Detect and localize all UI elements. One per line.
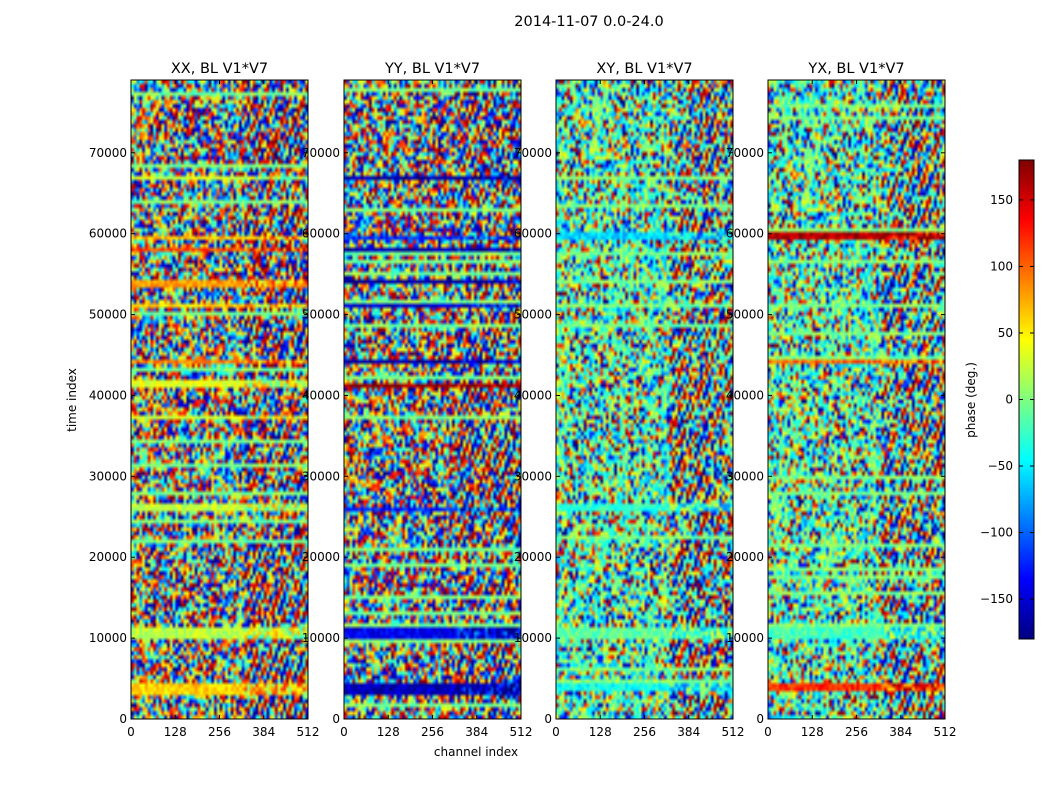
x-tick-label: 0 (764, 725, 772, 739)
colorbar-tick-label: 50 (998, 326, 1013, 340)
x-tick-label: 384 (465, 725, 488, 739)
y-tick-label: 0 (332, 712, 340, 726)
y-tick-label: 10000 (514, 631, 552, 645)
panel-1: XX, BL V1*V7 0 128 256 384 512 0 10000 20000 3000… (89, 61, 320, 739)
x-tick-label: 384 (677, 725, 700, 739)
x-tick-label: 512 (510, 725, 533, 739)
panel-heatmap-1 (131, 80, 308, 719)
y-tick-label: 0 (544, 712, 552, 726)
y-tick-label: 20000 (726, 550, 764, 564)
x-tick-label: 512 (722, 725, 745, 739)
y-tick-label: 70000 (302, 146, 340, 160)
y-tick-label: 40000 (302, 388, 340, 402)
panel-title: XX, BL V1*V7 (171, 61, 268, 77)
x-tick-label: 512 (297, 725, 320, 739)
x-tick-label: 0 (552, 725, 560, 739)
y-tick-label: 40000 (726, 388, 764, 402)
colorbar-tick-label: −50 (988, 459, 1013, 473)
panel-2: YY, BL V1*V7 0 128 256 384 512 0 10000 20000 3000… (302, 61, 533, 739)
y-tick-label: 20000 (302, 550, 340, 564)
y-tick-label: 70000 (514, 146, 552, 160)
y-tick-label: 30000 (89, 469, 127, 483)
y-tick-label: 10000 (89, 631, 127, 645)
y-tick-label: 0 (119, 712, 127, 726)
colorbar: phase (deg.) 150 100 50 0 −50 −100 −150 (964, 159, 1035, 640)
colorbar-tick-label: −150 (980, 592, 1013, 606)
x-tick-label: 384 (252, 725, 275, 739)
x-tick-label: 128 (377, 725, 400, 739)
colorbar-tick-label: 100 (990, 259, 1013, 273)
panel-4: YX, BL V1*V7 0 128 256 384 512 0 10000 20000 3000… (726, 61, 957, 739)
panel-title: XY, BL V1*V7 (596, 61, 692, 77)
x-tick-label: 256 (421, 725, 444, 739)
y-axis-label: time index (65, 368, 79, 432)
y-tick-label: 30000 (302, 469, 340, 483)
y-tick-label: 50000 (514, 308, 552, 322)
panel-heatmap-3 (556, 80, 733, 719)
y-tick-label: 30000 (726, 469, 764, 483)
colorbar-tick-label: 150 (990, 193, 1013, 207)
y-tick-label: 50000 (89, 308, 127, 322)
x-tick-label: 128 (801, 725, 824, 739)
colorbar-tick-label: −100 (980, 526, 1013, 540)
x-tick-label: 512 (934, 725, 957, 739)
y-tick-label: 60000 (89, 227, 127, 241)
y-tick-label: 10000 (302, 631, 340, 645)
colorbar-tick-label: 0 (1005, 393, 1013, 407)
y-tick-label: 20000 (89, 550, 127, 564)
panel-title: YY, BL V1*V7 (384, 61, 480, 77)
y-tick-label: 50000 (726, 308, 764, 322)
y-tick-label: 20000 (514, 550, 552, 564)
y-tick-label: 30000 (514, 469, 552, 483)
y-tick-label: 40000 (514, 388, 552, 402)
y-tick-label: 0 (756, 712, 764, 726)
colorbar-label: phase (deg.) (964, 362, 978, 438)
x-tick-label: 128 (589, 725, 612, 739)
x-tick-label: 0 (340, 725, 348, 739)
y-tick-label: 70000 (89, 146, 127, 160)
y-tick-label: 60000 (514, 227, 552, 241)
x-tick-label: 128 (164, 725, 187, 739)
x-axis-label: channel index (434, 745, 518, 759)
panel-3: XY, BL V1*V7 0 128 256 384 512 0 10000 20000 3000… (514, 61, 745, 739)
x-tick-label: 256 (208, 725, 231, 739)
x-tick-label: 0 (127, 725, 135, 739)
y-tick-label: 50000 (302, 308, 340, 322)
y-tick-label: 70000 (726, 146, 764, 160)
panel-heatmap-4 (768, 80, 945, 719)
panel-heatmap-2 (344, 80, 521, 719)
x-tick-label: 256 (845, 725, 868, 739)
figure-suptitle: 2014-11-07 0.0-24.0 (514, 14, 663, 30)
x-tick-label: 384 (889, 725, 912, 739)
y-tick-label: 10000 (726, 631, 764, 645)
panel-title: YX, BL V1*V7 (807, 61, 904, 77)
y-tick-label: 60000 (726, 227, 764, 241)
panels: XX, BL V1*V7 0 128 256 384 512 0 10000 20000 3000… (89, 61, 957, 739)
x-tick-label: 256 (633, 725, 656, 739)
y-tick-label: 60000 (302, 227, 340, 241)
y-tick-label: 40000 (89, 388, 127, 402)
